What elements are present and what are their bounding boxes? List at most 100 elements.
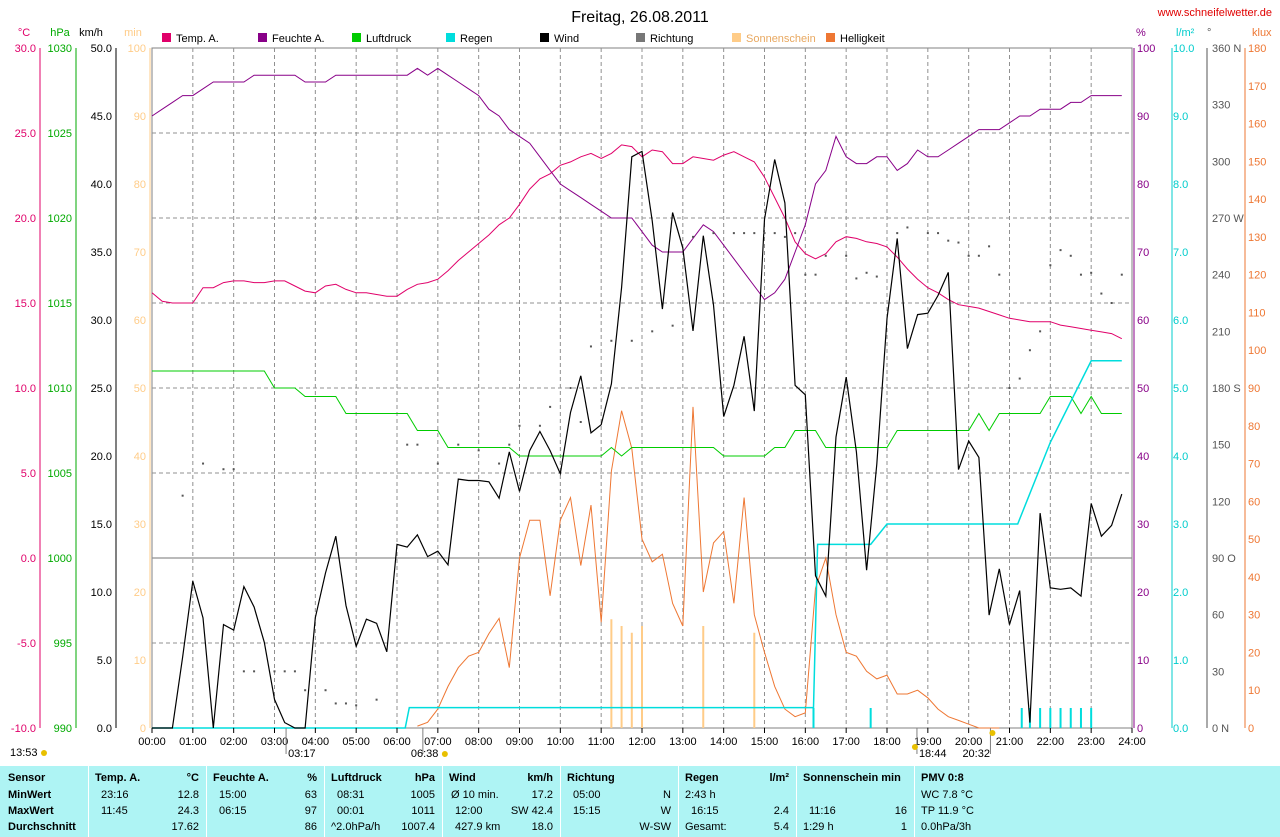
direction-point bbox=[763, 232, 766, 235]
axis-tick-label: 360 N bbox=[1212, 43, 1241, 55]
direction-point bbox=[692, 235, 695, 238]
direction-point bbox=[202, 462, 205, 465]
x-tick-label: 09:00 bbox=[506, 736, 534, 748]
axis-tick-label: 1030 bbox=[48, 43, 72, 55]
summary-value: 1011 bbox=[411, 805, 435, 817]
sunset-icon bbox=[911, 744, 918, 750]
left-axes: °C 30.0 25.0 20.0 15.0 10.0 5.0 0.0 -5.0 -10.0 hPa… bbox=[11, 27, 151, 735]
right-axes: %1009080706050403020100l/m²10.09.08.07.0… bbox=[1133, 27, 1272, 735]
x-tick-label: 23:00 bbox=[1077, 736, 1105, 748]
direction-point bbox=[814, 273, 817, 276]
axis-tick-label: 25.0 bbox=[15, 128, 36, 140]
series-feuchte bbox=[151, 67, 1122, 301]
axis-tick-label: 10.0 bbox=[1173, 43, 1194, 55]
legend-swatch bbox=[162, 33, 171, 42]
axis-tick-label: 70 bbox=[134, 247, 146, 259]
axis-tick-label: 0 bbox=[140, 723, 146, 735]
daylength-label: 13:53 bbox=[10, 747, 38, 759]
direction-point bbox=[855, 277, 858, 280]
direction-point bbox=[355, 704, 358, 707]
axis-tick-label: 15.0 bbox=[91, 519, 112, 531]
series-temp bbox=[151, 144, 1123, 340]
summary-header: Richtung bbox=[567, 772, 615, 784]
axis-tick-label: 45.0 bbox=[91, 111, 112, 123]
x-tick-label: 08:00 bbox=[465, 736, 493, 748]
direction-point bbox=[1100, 292, 1103, 295]
axis-tick-label: 0.0 bbox=[97, 723, 112, 735]
axis-tick-label: 50 bbox=[1137, 383, 1149, 395]
axis-tick-label: 150 bbox=[1212, 440, 1230, 452]
summary-unit: % bbox=[307, 772, 317, 784]
summary-value: 17.62 bbox=[171, 821, 199, 833]
summary-unit: °C bbox=[186, 772, 199, 784]
axis-tick-label: 2.0 bbox=[1173, 587, 1188, 599]
x-tick-label: 20:00 bbox=[955, 736, 983, 748]
x-tick-label: 22:00 bbox=[1037, 736, 1065, 748]
summary-trend: ^2.0hPa/h bbox=[331, 821, 381, 833]
summary-time: 05:00 bbox=[573, 789, 601, 801]
axis-tick-label: 330 bbox=[1212, 100, 1230, 112]
sunrise-icon bbox=[441, 751, 448, 757]
summary-header: Wind bbox=[449, 772, 476, 784]
direction-point bbox=[630, 339, 633, 342]
summary-value: 24.3 bbox=[177, 805, 199, 817]
direction-point bbox=[1079, 273, 1082, 276]
legend-swatch bbox=[352, 33, 361, 42]
summary-time: 11:45 bbox=[101, 805, 128, 817]
direction-point bbox=[804, 273, 807, 276]
site-url[interactable]: www.schneifelwetter.de bbox=[1157, 7, 1272, 19]
series-wind bbox=[152, 150, 1123, 729]
legend-label: Regen bbox=[460, 33, 492, 45]
summary-value: 1 bbox=[900, 821, 907, 833]
summary-col-regen: Regen l/m² 2:43 h 16:15 2.4 Gesamt: 5.4 bbox=[678, 766, 797, 837]
x-tick-label: 12:00 bbox=[628, 736, 656, 748]
axis-tick-label: 990 bbox=[54, 723, 72, 735]
summary-time: 12:00 bbox=[455, 805, 483, 817]
axis-tick-label: 3.0 bbox=[1173, 519, 1188, 531]
axis-tick-label: 90 bbox=[1248, 383, 1260, 395]
axis-tick-label: 40 bbox=[1137, 451, 1149, 463]
direction-point bbox=[896, 232, 899, 235]
direction-point bbox=[1059, 249, 1062, 252]
axis-tick-label: 210 bbox=[1212, 326, 1230, 338]
direction-point bbox=[865, 271, 868, 274]
axis-tick-label: -10.0 bbox=[11, 723, 36, 735]
summary-col-pmv: PMV 0:8 WC 7.8 °C TP 11.9 °C 0.0hPa/3h bbox=[914, 766, 1280, 837]
axis-tick-label: 5.0 bbox=[21, 468, 36, 480]
x-tick-label: 14:00 bbox=[710, 736, 738, 748]
summary-value: N bbox=[663, 789, 671, 801]
axis-tick-label: 50.0 bbox=[91, 43, 112, 55]
axis-tick-label: 140 bbox=[1248, 194, 1266, 206]
direction-point bbox=[334, 702, 337, 705]
axis-tick-label: 60 bbox=[134, 315, 146, 327]
axis-tick-label: 30.0 bbox=[91, 315, 112, 327]
axis-tick-label: 90 bbox=[134, 111, 146, 123]
direction-point bbox=[794, 232, 797, 235]
axis-tick-label: 35.0 bbox=[91, 247, 112, 259]
axis-tick-label: 40 bbox=[1248, 572, 1260, 584]
summary-header: Sensor bbox=[8, 772, 46, 784]
axis-tick-label: 15.0 bbox=[15, 298, 36, 310]
axis-unit: ° bbox=[1207, 27, 1211, 39]
summary-time: 23:16 bbox=[101, 789, 129, 801]
x-tick-label: 11:00 bbox=[588, 736, 615, 748]
axis-tick-label: 80 bbox=[1248, 421, 1260, 433]
axis-tick-label: 10 bbox=[1137, 655, 1149, 667]
axis-tick-label: 60 bbox=[1248, 496, 1260, 508]
legend-swatch bbox=[540, 33, 549, 42]
summary-unit: km/h bbox=[527, 772, 553, 784]
x-tick-label: 16:00 bbox=[792, 736, 820, 748]
direction-point bbox=[589, 345, 592, 348]
sunrise-label: 06:38 bbox=[411, 748, 439, 760]
direction-point bbox=[1039, 330, 1042, 333]
axis-tick-label: 50 bbox=[1248, 534, 1260, 546]
direction-point bbox=[773, 232, 776, 235]
x-tick-label: 01:00 bbox=[179, 736, 207, 748]
summary-time: 16:15 bbox=[691, 805, 719, 817]
axis-tick-label: 8.0 bbox=[1173, 179, 1188, 191]
direction-point bbox=[406, 443, 409, 446]
direction-point bbox=[753, 232, 756, 235]
summary-value: 1005 bbox=[410, 789, 435, 801]
chart-title: Freitag, 26.08.2011 bbox=[571, 9, 709, 26]
axis-tick-label: 170 bbox=[1248, 81, 1266, 93]
